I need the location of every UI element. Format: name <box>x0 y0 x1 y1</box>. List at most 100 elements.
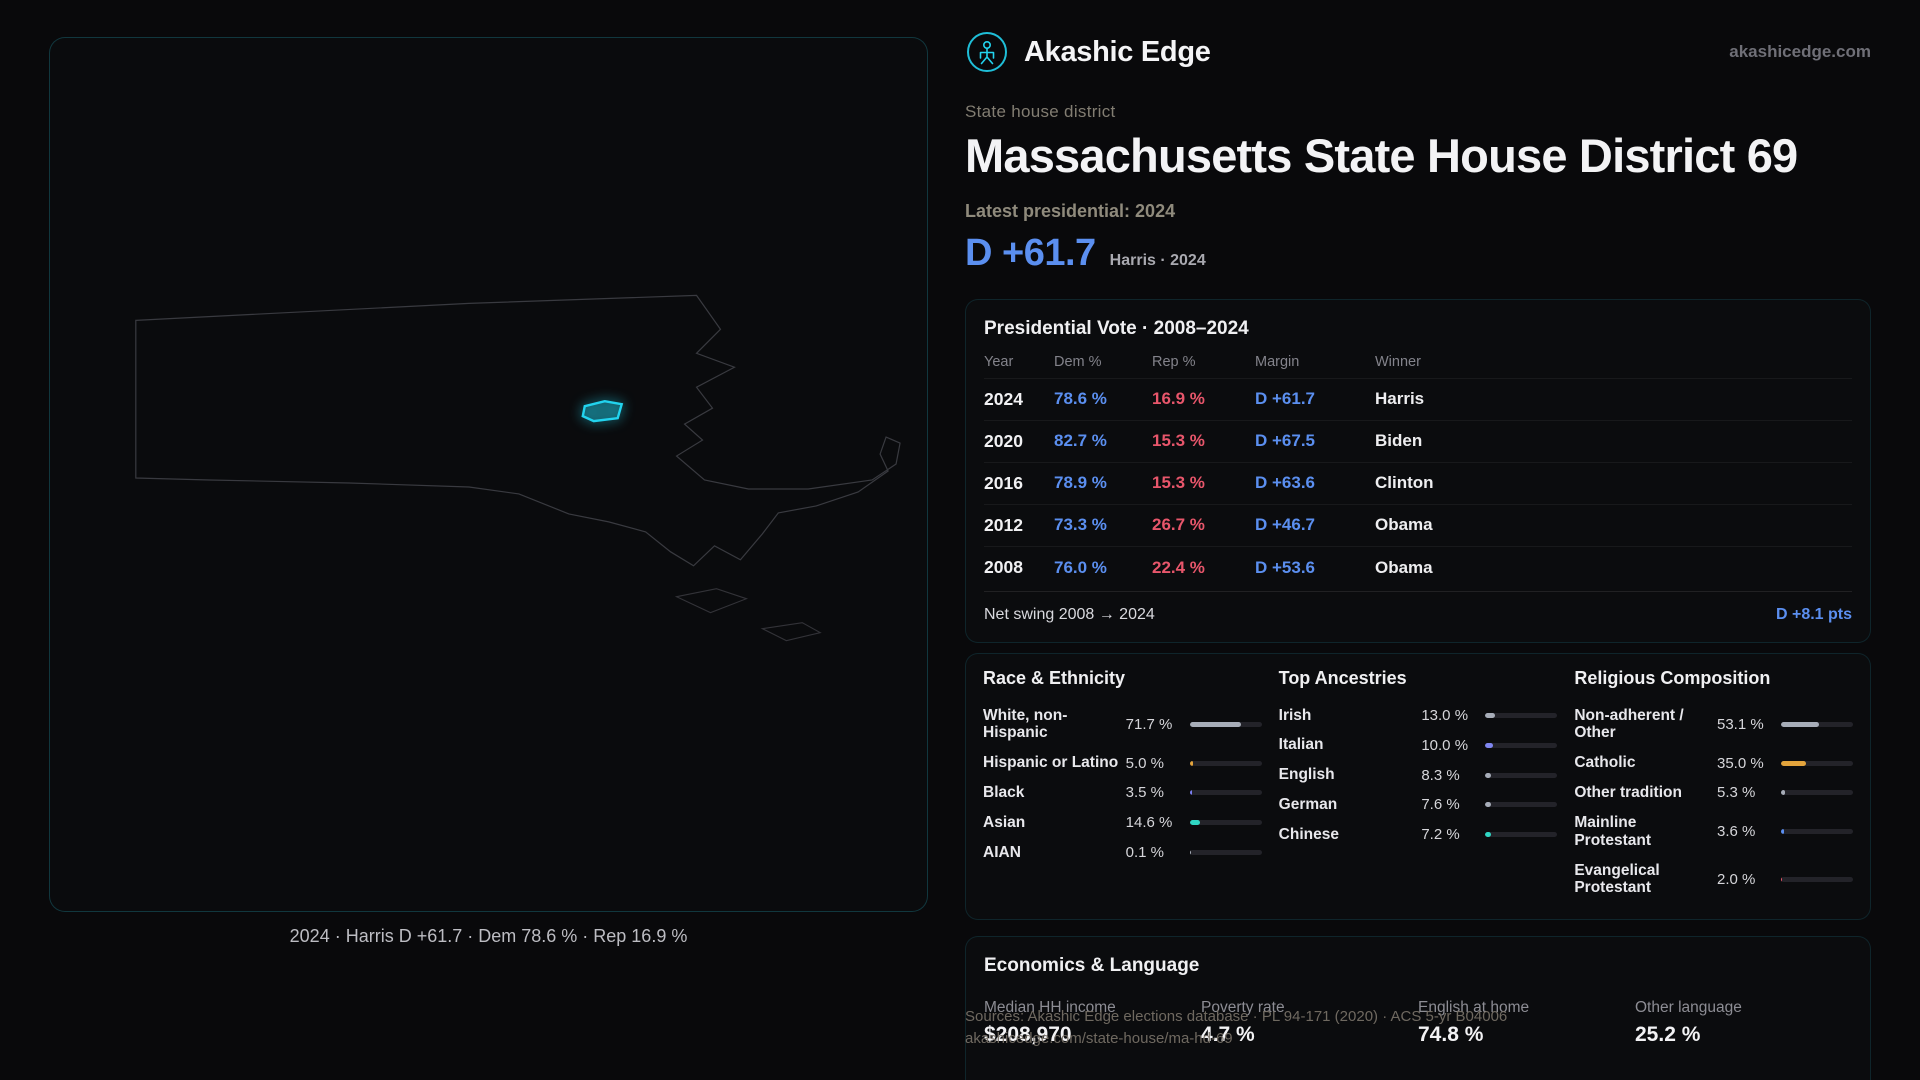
bar-track <box>1485 713 1558 719</box>
year-cell: 2008 <box>984 557 1023 578</box>
presidential-vote-title: Presidential Vote · 2008–2024 <box>984 317 1249 339</box>
bar-fill <box>1485 832 1491 838</box>
economics-card: Economics & Language Median HH income $2… <box>965 936 1871 1080</box>
bar-track <box>1485 742 1558 748</box>
bar-fill <box>1780 876 1783 882</box>
table-row: 2012 73.3 % 26.7 % D +46.7 Obama <box>984 505 1852 547</box>
detail-panel: Akashic Edge akashicedge.com State house… <box>965 0 1871 1080</box>
winner-cell: Obama <box>1375 515 1433 535</box>
year-cell: 2020 <box>984 430 1023 451</box>
demo-value: 5.3 % <box>1716 784 1756 802</box>
demo-value: 5.0 % <box>1125 754 1165 772</box>
net-swing-row: Net swing 2008 → 2024 D +8.1 pts <box>984 590 1852 624</box>
presidential-vote-card: Presidential Vote · 2008–2024 Year Dem %… <box>965 298 1871 643</box>
stat-label: English at home <box>1418 999 1530 1017</box>
winner-cell: Biden <box>1375 431 1423 451</box>
bar-track <box>1189 721 1262 727</box>
table-row: 2016 78.9 % 15.3 % D +63.6 Clinton <box>984 463 1852 505</box>
table-row: 2020 82.7 % 15.3 % D +67.5 Biden <box>984 421 1852 463</box>
district-map-panel[interactable] <box>49 37 928 912</box>
demo-label: Asian <box>983 813 1026 831</box>
kicker: State house district <box>965 102 1116 121</box>
bar-fill <box>1780 790 1785 796</box>
brand-name: Akashic Edge <box>1024 35 1211 68</box>
header: Akashic Edge akashicedge.com <box>965 30 1871 74</box>
massachusetts-outline <box>135 294 901 567</box>
stat-english-at-home: English at home 74.8 % <box>1418 999 1635 1047</box>
demo-value: 2.0 % <box>1716 870 1756 888</box>
winner-cell: Clinton <box>1375 473 1434 493</box>
latest-presidential-label: Latest presidential: 2024 <box>965 200 1176 221</box>
marthas-vineyard-outline <box>674 588 749 614</box>
demo-label: Hispanic or Latino <box>983 754 1119 772</box>
demo-row: German 7.6 % <box>1279 790 1558 820</box>
akashic-edge-logo <box>965 30 1009 74</box>
demo-label: Non-adherent / Other <box>1574 706 1684 742</box>
demo-row: Italian 10.0 % <box>1279 730 1558 760</box>
headline-margin-row: D +61.7 Harris · 2024 <box>965 232 1871 275</box>
demo-label: Mainline Protestant <box>1574 813 1651 849</box>
rep-cell: 15.3 % <box>1152 473 1205 493</box>
religion-column: Religious Composition Non-adherent / Oth… <box>1574 668 1853 904</box>
table-row: 2024 78.6 % 16.9 % D +61.7 Harris <box>984 379 1852 421</box>
bar-fill <box>1780 760 1807 766</box>
demo-value: 35.0 % <box>1716 754 1764 772</box>
economics-title: Economics & Language <box>984 955 1200 977</box>
demo-value: 71.7 % <box>1125 715 1173 733</box>
rep-cell: 22.4 % <box>1152 557 1205 577</box>
presidential-vote-table: Year Dem % Rep % Margin Winner 2024 78.6… <box>984 354 1852 589</box>
demo-label: Black <box>983 784 1025 802</box>
stat-poverty-rate: Poverty rate 4.7 % <box>1201 999 1418 1047</box>
demo-row: Mainline Protestant 3.6 % <box>1574 808 1853 856</box>
stat-value: 25.2 % <box>1635 1023 1701 1047</box>
winner-cell: Obama <box>1375 557 1433 577</box>
margin-cell: D +46.7 <box>1255 515 1316 535</box>
demo-row: White, non-Hispanic 71.7 % <box>983 701 1262 749</box>
dem-cell: 78.6 % <box>1054 389 1107 409</box>
demo-label: Italian <box>1278 736 1324 754</box>
col-dem: Dem % <box>1054 353 1102 370</box>
brand-domain-link[interactable]: akashicedge.com <box>1729 42 1871 61</box>
stat-label: Other language <box>1635 999 1742 1017</box>
demo-value: 8.3 % <box>1421 766 1460 784</box>
demo-value: 14.6 % <box>1125 814 1173 832</box>
rep-cell: 16.9 % <box>1152 389 1205 409</box>
col-year: Year <box>984 353 1014 370</box>
ancestries-column: Top Ancestries Irish 13.0 % Italian 10.0… <box>1279 668 1558 904</box>
demo-value: 53.1 % <box>1716 715 1764 733</box>
bar-fill <box>1780 829 1784 835</box>
bar-fill <box>1485 742 1493 748</box>
stat-other-language: Other language 25.2 % <box>1635 999 1852 1047</box>
bar-track <box>1189 760 1262 766</box>
demo-row: Chinese 7.2 % <box>1279 820 1558 850</box>
district-69-shape[interactable] <box>581 399 624 423</box>
demo-label: White, non-Hispanic <box>983 706 1068 742</box>
demo-row: Other tradition 5.3 % <box>1574 778 1853 808</box>
demo-row: Non-adherent / Other 53.1 % <box>1574 701 1853 749</box>
dem-cell: 82.7 % <box>1054 431 1107 451</box>
table-row: 2008 76.0 % 22.4 % D +53.6 Obama <box>984 547 1852 589</box>
ancestries-title: Top Ancestries <box>1278 667 1407 688</box>
bar-fill <box>1189 850 1191 856</box>
demo-value: 13.0 % <box>1421 707 1469 725</box>
bar-track <box>1780 829 1853 835</box>
bar-fill <box>1485 772 1492 778</box>
stat-value: $208,970 <box>984 1023 1072 1047</box>
demo-value: 3.6 % <box>1716 823 1756 841</box>
net-swing-label: Net swing 2008 → 2024 <box>984 605 1155 623</box>
bar-track <box>1485 802 1558 808</box>
dem-cell: 78.9 % <box>1054 473 1107 493</box>
margin-cell: D +67.5 <box>1255 431 1316 451</box>
net-swing-value: D +8.1 pts <box>1775 605 1852 623</box>
headline-margin-value: D +61.7 <box>965 231 1096 274</box>
demo-value: 0.1 % <box>1125 844 1165 862</box>
dem-cell: 76.0 % <box>1054 557 1107 577</box>
demo-row: Asian 14.6 % <box>983 808 1262 838</box>
year-cell: 2024 <box>984 388 1023 409</box>
stat-median-income: Median HH income $208,970 <box>984 999 1201 1047</box>
demo-label: Other tradition <box>1574 784 1682 802</box>
stat-value: 74.8 % <box>1418 1023 1484 1047</box>
winner-cell: Harris <box>1375 389 1425 409</box>
year-cell: 2012 <box>984 514 1023 535</box>
bar-fill <box>1189 820 1201 826</box>
